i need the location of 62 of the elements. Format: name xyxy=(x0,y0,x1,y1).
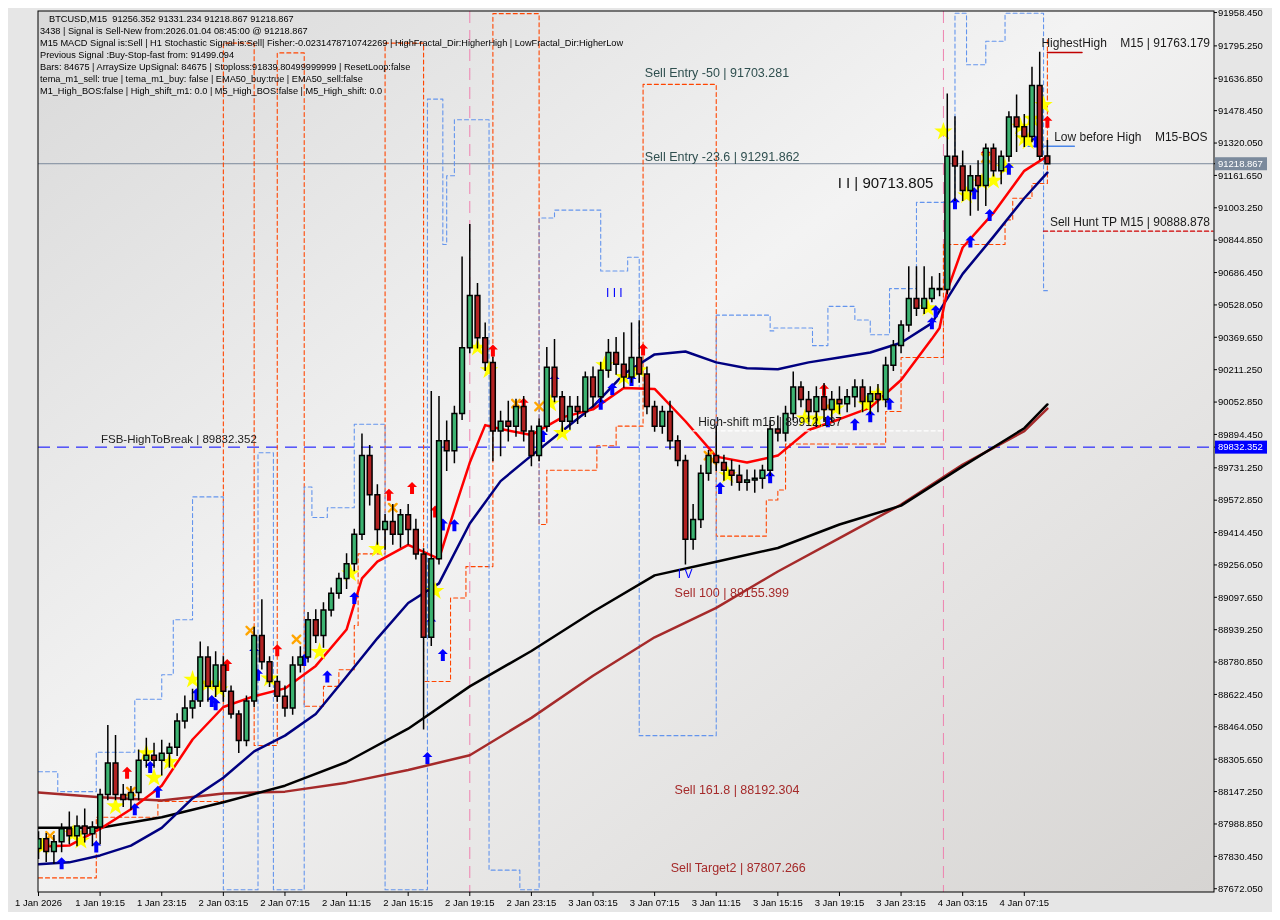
x-tick-label: 2 Jan 19:15 xyxy=(444,897,495,908)
annotation: Sell Target2 | 87807.266 xyxy=(670,861,806,876)
x-tick-label: 3 Jan 03:15 xyxy=(568,897,618,908)
x-tick-label: 1 Jan 23:15 xyxy=(136,897,187,908)
y-tick-label: 88780.850 xyxy=(1218,656,1263,668)
x-tick-label: 2 Jan 07:15 xyxy=(260,897,310,908)
y-tick-label: 87988.850 xyxy=(1218,818,1263,830)
annotation: I V xyxy=(677,566,693,581)
y-tick-label: 89731.250 xyxy=(1218,462,1263,474)
y-tick-label: 90844.850 xyxy=(1218,234,1263,246)
annotation: Previous Signal :Buy-Stop-fast from: 91499.094 xyxy=(40,50,235,60)
annotation: Sell 161.8 | 88192.304 xyxy=(674,782,800,797)
y-tick-label: 87672.050 xyxy=(1218,883,1263,895)
y-tick-label: 89097.650 xyxy=(1218,591,1263,603)
annotation: I I I xyxy=(606,285,623,300)
x-tick-label: 3 Jan 07:15 xyxy=(629,897,680,908)
x-tick-label: 1 Jan 2026 xyxy=(15,897,63,908)
x-tick-label: 3 Jan 23:15 xyxy=(876,897,926,908)
annotation: Sell Entry -23.6 | 91291.862 xyxy=(644,150,800,165)
y-tick-label: 91218.867 xyxy=(1218,158,1263,170)
y-tick-label: 89894.450 xyxy=(1218,428,1263,440)
chart-title: BTCUSD,M15 91256.352 91331.234 91218.867 91218.867 xyxy=(49,14,294,24)
y-tick-label: 90052.850 xyxy=(1218,396,1263,408)
y-tick-label: 88622.450 xyxy=(1218,688,1263,700)
y-tick-label: 88305.650 xyxy=(1218,753,1263,765)
annotation: I I | 90713.805 xyxy=(837,174,934,192)
y-tick-label: 91636.850 xyxy=(1218,72,1263,84)
y-tick-label: 89832.352 xyxy=(1218,441,1263,453)
y-tick-label: 90528.050 xyxy=(1218,299,1263,311)
x-tick-label: 3 Jan 19:15 xyxy=(814,897,865,908)
x-tick-label: 4 Jan 03:15 xyxy=(937,897,988,908)
y-tick-label: 91003.250 xyxy=(1218,202,1263,214)
y-tick-label: 87830.450 xyxy=(1218,850,1263,862)
x-tick-label: 2 Jan 23:15 xyxy=(506,897,557,908)
annotation: M15 MACD Signal is:Sell | H1 Stochastic Signal is:Sell| Fisher:-0.0231478710742269 | HighFractal_Dir:HigherHigh | LowFractal_Dir:HigherLow xyxy=(40,38,624,48)
y-tick-label: 90686.450 xyxy=(1218,266,1263,278)
x-tick-label: 3 Jan 15:15 xyxy=(753,897,803,908)
annotation: 3438 | Signal is Sell-New from:2026.01.04 08:45:00 @ 91218.867 xyxy=(40,26,308,36)
y-tick-label: 89572.850 xyxy=(1218,494,1263,506)
x-tick-label: 2 Jan 03:15 xyxy=(198,897,249,908)
x-tick-label: 1 Jan 19:15 xyxy=(75,897,125,908)
y-tick-label: 88939.250 xyxy=(1218,623,1263,635)
x-tick-label: 4 Jan 07:15 xyxy=(999,897,1050,908)
y-tick-label: 91320.050 xyxy=(1218,137,1263,149)
series-label: HighestHigh M15 | 91763.179 xyxy=(1041,36,1211,51)
y-tick-label: 90369.650 xyxy=(1218,331,1263,343)
y-tick-label: 91478.450 xyxy=(1218,104,1263,116)
x-tick-label: 3 Jan 11:15 xyxy=(691,897,741,908)
ref-line-label: FSB-HighToBreak | 89832.352 xyxy=(101,433,257,446)
series-label: Sell Hunt TP M15 | 90888.878 xyxy=(1049,215,1211,230)
y-tick-label: 91161.650 xyxy=(1218,169,1263,181)
x-tick-label: 2 Jan 11:15 xyxy=(322,897,372,908)
y-tick-label: 91795.250 xyxy=(1218,40,1263,52)
series-label: Low before High M15-BOS xyxy=(1054,130,1208,145)
y-tick-label: 88147.250 xyxy=(1218,785,1263,797)
y-tick-label: 91958.450 xyxy=(1218,6,1263,18)
y-tick-label: 88464.050 xyxy=(1218,721,1263,733)
annotation: Sell Entry -50 | 91703.281 xyxy=(644,65,790,80)
y-tick-label: 89414.450 xyxy=(1218,526,1263,538)
y-tick-label: 89256.050 xyxy=(1218,559,1263,571)
y-tick-label: 90211.250 xyxy=(1218,363,1263,375)
x-tick-label: 2 Jan 15:15 xyxy=(383,897,434,908)
